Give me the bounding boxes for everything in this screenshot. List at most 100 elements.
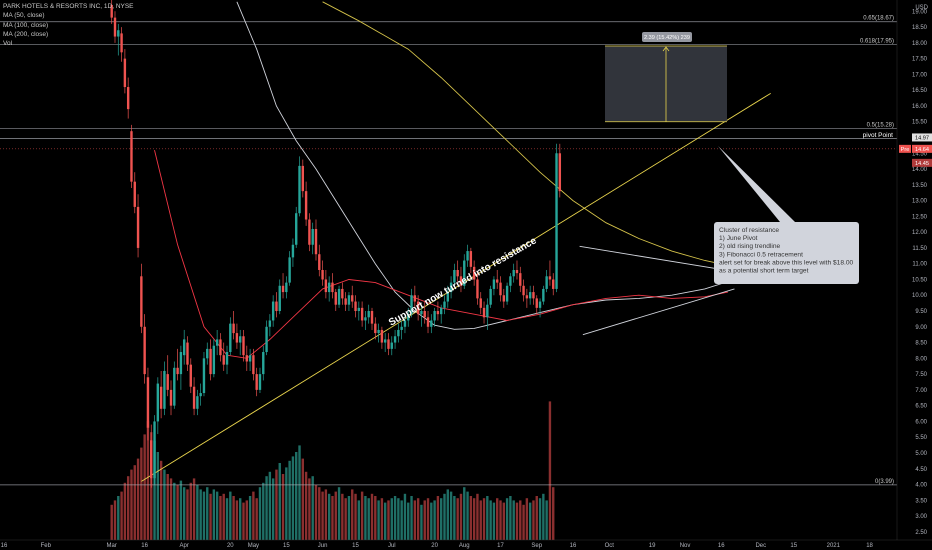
candle: [222, 355, 225, 365]
volume-bar: [271, 478, 275, 540]
candle: [166, 374, 169, 390]
volume-bar: [196, 485, 199, 540]
volume-bar: [163, 469, 166, 540]
volume-bar: [360, 491, 364, 540]
volume-bar: [489, 500, 492, 540]
volume-bar: [492, 502, 496, 540]
volume-bar: [117, 496, 120, 540]
fib-label: 0.5(15.28): [867, 123, 894, 129]
candle: [416, 301, 420, 315]
candle: [466, 251, 469, 261]
volume-bar: [268, 471, 272, 540]
time-tick: 19: [649, 543, 656, 549]
time-tick: Sep: [531, 543, 542, 549]
volume-bar: [235, 500, 239, 540]
candle: [113, 17, 117, 37]
candle: [314, 228, 318, 255]
volume-bar: [486, 496, 489, 540]
volume-bar: [189, 482, 192, 540]
volume-bar: [351, 489, 354, 540]
volume-bar: [374, 496, 377, 540]
time-tick: 15: [352, 543, 359, 549]
volume-bar: [212, 489, 216, 540]
volume-bar: [466, 491, 469, 540]
candle: [489, 288, 492, 305]
volume-bar: [482, 498, 486, 540]
volume-bar: [430, 502, 433, 540]
candle: [308, 219, 311, 245]
price-tick: 3.50: [915, 498, 927, 504]
volume-bar: [288, 460, 291, 540]
time-tick: Mar: [107, 543, 117, 549]
price-tick: 19.00: [912, 9, 928, 15]
time-tick: 17: [497, 543, 504, 549]
time-tick: 15: [283, 543, 290, 549]
time-tick: 16: [570, 543, 577, 549]
ma50-legend[interactable]: MA (50, close): [3, 12, 45, 20]
candle: [538, 301, 542, 308]
volume-bar: [548, 401, 552, 540]
volume-bar: [110, 504, 113, 540]
candle: [341, 288, 344, 299]
volume-bar: [126, 476, 130, 540]
pivot-label: pivot Point: [863, 132, 894, 139]
candle: [209, 348, 212, 375]
volume-bar: [532, 500, 535, 540]
callout-line: Cluster of resistance: [719, 227, 779, 234]
price-tick: 5.00: [915, 451, 927, 457]
volume-bar: [206, 487, 209, 540]
candle: [558, 153, 562, 192]
candle: [192, 386, 196, 409]
volume-bar: [407, 502, 410, 540]
volume-bar: [222, 493, 225, 540]
volume-bar: [476, 493, 479, 540]
price-badge-label: 14.45: [915, 161, 929, 167]
candle: [321, 270, 324, 280]
candle: [555, 153, 558, 289]
vol-legend[interactable]: Vol: [3, 40, 13, 48]
volume-bar: [113, 500, 117, 540]
volume-bar: [499, 500, 502, 540]
volume-bar: [440, 498, 443, 540]
volume-bar: [446, 489, 449, 540]
price-tick: 18.00: [912, 41, 928, 47]
volume-bar: [370, 493, 374, 540]
candle: [278, 285, 281, 312]
volume-bar: [219, 496, 222, 540]
symbol-title[interactable]: PARK HOTELS & RESORTS INC, 1D, NYSE: [3, 3, 134, 10]
candle: [331, 282, 334, 293]
volume-bar: [436, 496, 440, 540]
ma200-legend[interactable]: MA (200, close): [3, 30, 49, 38]
candle: [364, 317, 367, 321]
volume-bar: [505, 498, 509, 540]
volume-bar: [545, 500, 548, 540]
volume-bar: [308, 478, 311, 540]
volume-bar: [535, 496, 538, 540]
candle: [433, 311, 436, 321]
candle: [110, 5, 113, 18]
trendline: [579, 245, 735, 273]
measure-label-bg: [642, 32, 692, 43]
volume-bar: [169, 478, 173, 540]
time-tick: Dec: [755, 543, 766, 549]
candle: [360, 307, 364, 321]
time-axis[interactable]: 16 Feb Mar 16 Apr 20 May 15 Jun 15 Jul 20 Aug 17 Sep 16…: [0, 539, 932, 549]
ma200-line: [322, 1, 735, 268]
candle: [258, 374, 262, 390]
candle: [403, 320, 407, 327]
candle: [492, 279, 496, 289]
ma100-legend[interactable]: MA (100, close): [3, 21, 49, 29]
price-axis[interactable]: USD 2.50 3.00 3.50 4.00 4.50 5.00 5.50 6.00 6.50 7…: [896, 0, 932, 550]
time-tick: Oct: [605, 543, 615, 549]
candle: [311, 228, 314, 245]
candle: [136, 206, 140, 248]
candle: [463, 260, 466, 286]
volume-bar: [173, 482, 176, 540]
volume-bar: [225, 498, 229, 540]
volume-bar: [519, 500, 522, 540]
candle: [219, 339, 222, 356]
price-tick: 18.50: [912, 25, 928, 31]
volume-bar: [321, 491, 324, 540]
volume-bar: [423, 500, 426, 540]
